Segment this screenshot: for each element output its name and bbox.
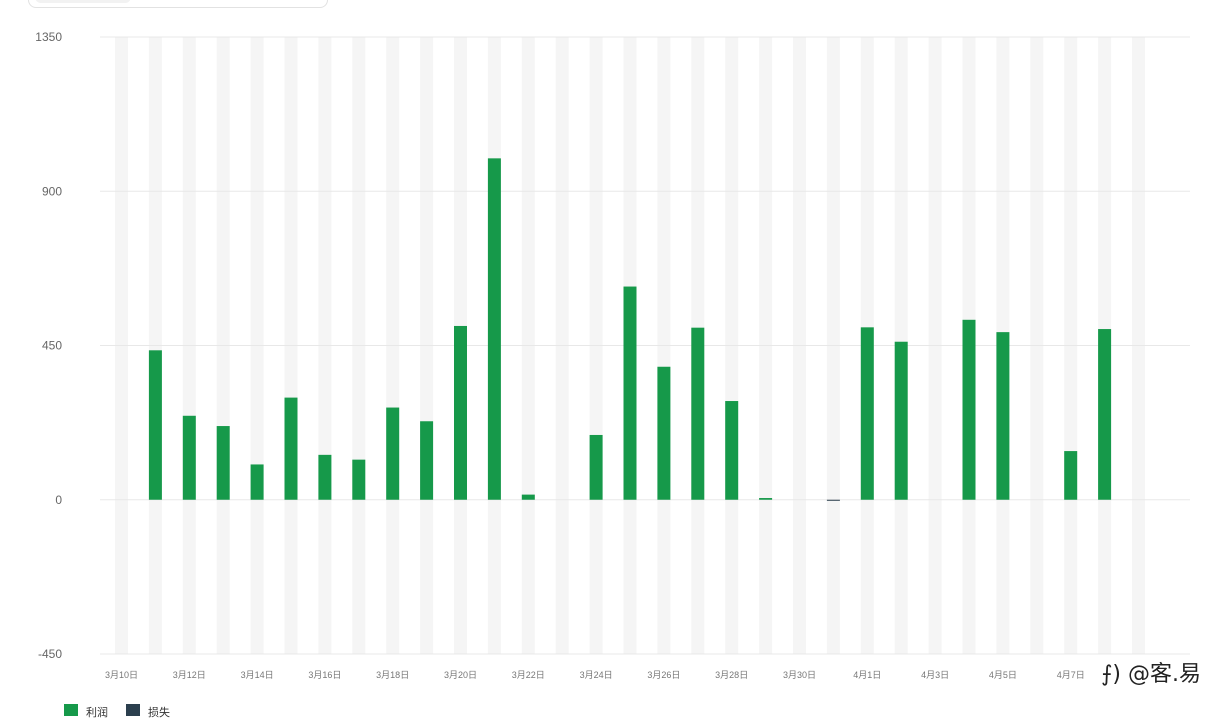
- x-tick-label: 4月7日: [1057, 670, 1085, 680]
- profit-bar: [759, 498, 773, 500]
- y-tick-label: 450: [42, 339, 62, 353]
- x-tick-label: 3月28日: [715, 670, 748, 680]
- profit-bar: [182, 415, 196, 500]
- profit-bar: [284, 397, 298, 500]
- legend-label-profit: 利润: [86, 707, 108, 719]
- profit-bar: [589, 434, 603, 500]
- profit-bar: [521, 494, 535, 500]
- profit-bar: [487, 158, 501, 500]
- profit-bar: [691, 327, 705, 500]
- profit-bar: [148, 350, 162, 500]
- profit-bar: [725, 401, 739, 500]
- y-tick-label: -450: [38, 647, 62, 661]
- x-tick-label: 3月24日: [580, 670, 613, 680]
- profit-bar: [250, 464, 264, 500]
- x-tick-label: 3月12日: [173, 670, 206, 680]
- x-tick-label: 3月26日: [647, 670, 680, 680]
- watermark: ⨍) @客.易: [1100, 662, 1201, 687]
- profit-bar: [894, 341, 908, 500]
- x-tick-label: 4月1日: [853, 670, 881, 680]
- profit-bar: [216, 426, 230, 500]
- x-tick-label: 4月3日: [921, 670, 949, 680]
- legend-swatch-loss: [126, 704, 140, 716]
- x-tick-label: 3月30日: [783, 670, 816, 680]
- bar-chart: 1350 900 450 0 -450 3月10日 3月12日 3月14日 3月16日 3月18日…: [35, 30, 1190, 680]
- x-tick-label: 3月10日: [105, 670, 138, 680]
- profit-bar: [386, 407, 400, 500]
- profit-bar: [454, 325, 467, 500]
- profit-bar: [996, 332, 1010, 500]
- legend-item-profit[interactable]: 利润: [64, 704, 108, 719]
- x-tick-label: 4月5日: [989, 670, 1017, 680]
- profit-bar: [1098, 329, 1112, 500]
- legend-item-loss[interactable]: 损失: [126, 704, 170, 719]
- profit-bar: [352, 459, 366, 500]
- x-tick-label: 3月18日: [376, 670, 409, 680]
- y-tick-label: 0: [55, 493, 62, 507]
- profit-bar: [420, 421, 434, 500]
- loss-bar: [826, 499, 840, 501]
- profit-bar: [623, 286, 637, 500]
- profit-bar: [962, 319, 976, 500]
- profit-bar: [657, 366, 671, 500]
- x-tick-label: 3月16日: [308, 670, 341, 680]
- legend-swatch-profit: [64, 704, 78, 716]
- profit-bar: [318, 454, 332, 500]
- y-tick-label: 900: [42, 184, 62, 198]
- profit-bar: [1064, 451, 1078, 500]
- legend: 利润 损失: [64, 704, 170, 719]
- x-tick-label: 3月14日: [241, 670, 274, 680]
- top-tab-active[interactable]: [35, 0, 131, 3]
- y-tick-label: 1350: [35, 30, 62, 44]
- x-tick-label: 3月22日: [512, 670, 545, 680]
- x-tick-label: 3月20日: [444, 670, 477, 680]
- legend-label-loss: 损失: [148, 707, 170, 719]
- profit-bar: [860, 327, 874, 500]
